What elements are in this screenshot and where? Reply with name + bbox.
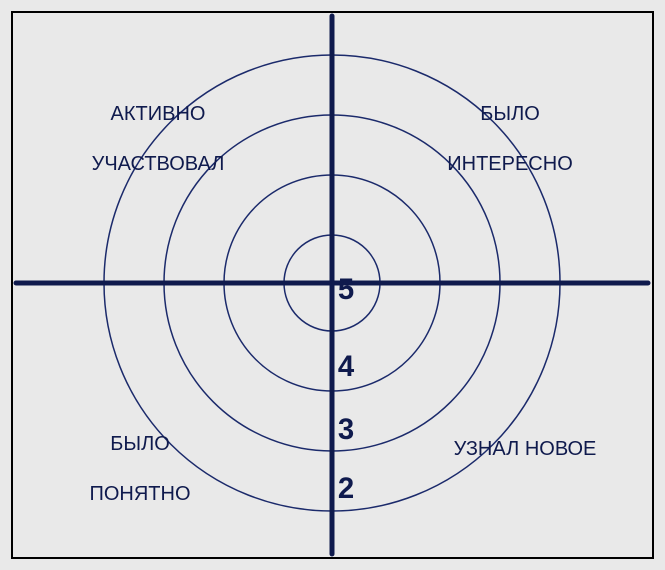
quadrant-tl-line1: АКТИВНО — [111, 103, 206, 125]
quadrant-label-top-left: АКТИВНО УЧАСТВОВАЛ — [28, 77, 288, 177]
quadrant-br-line1: УЗНАЛ НОВОЕ — [454, 438, 597, 460]
quadrant-label-bottom-left: БЫЛО ПОНЯТНО — [10, 407, 270, 507]
quadrant-label-bottom-right: УЗНАЛ НОВОЕ — [395, 412, 655, 462]
ring-label-4: 4 — [338, 350, 354, 384]
quadrant-bl-line2: ПОНЯТНО — [89, 483, 190, 505]
ring-label-5: 5 — [338, 273, 354, 307]
quadrant-tl-line2: УЧАСТВОВАЛ — [92, 153, 225, 175]
quadrant-label-top-right: БЫЛО ИНТЕРЕСНО — [380, 77, 640, 177]
ring-label-3: 3 — [338, 413, 354, 447]
diagram-frame: АКТИВНО УЧАСТВОВАЛ БЫЛО ИНТЕРЕСНО БЫЛО П… — [0, 0, 665, 570]
quadrant-tr-line2: ИНТЕРЕСНО — [447, 153, 573, 175]
quadrant-bl-line1: БЫЛО — [110, 433, 170, 455]
quadrant-tr-line1: БЫЛО — [480, 103, 540, 125]
ring-label-2: 2 — [338, 472, 354, 506]
